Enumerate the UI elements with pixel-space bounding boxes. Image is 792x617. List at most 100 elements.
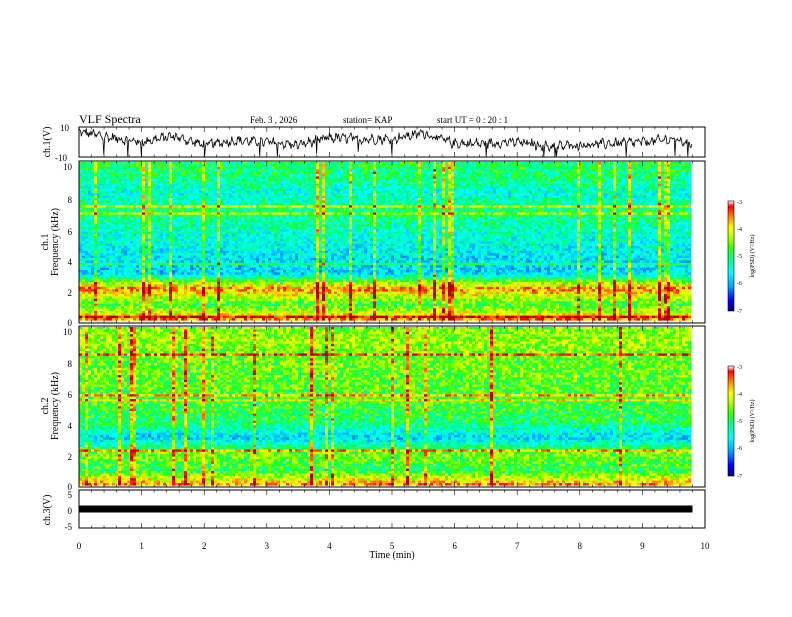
spectrogram-cell xyxy=(310,179,313,182)
spectrogram-cell xyxy=(244,172,247,175)
spectrogram-cell xyxy=(130,172,133,175)
spectrogram-cell xyxy=(685,167,688,170)
spectrogram-cell xyxy=(547,169,550,172)
spectrogram-cell xyxy=(256,167,259,170)
spectrogram-cell xyxy=(196,162,199,165)
spectrogram-cell xyxy=(184,179,187,182)
spectrogram-cell xyxy=(412,162,415,165)
spectrogram-cell xyxy=(508,164,511,167)
spectrogram-cell xyxy=(424,174,427,177)
spectrogram-cell xyxy=(337,179,340,182)
spectrogram-cell xyxy=(655,176,658,179)
spectrogram-cell xyxy=(613,176,616,179)
spectrogram-cell xyxy=(478,169,481,172)
spectrogram-cell xyxy=(610,162,613,165)
spectrogram-cell xyxy=(205,167,208,170)
spectrogram-cell xyxy=(277,174,280,177)
spectrogram-cell xyxy=(286,172,289,175)
spectrogram-cell xyxy=(154,167,157,170)
spectrogram-cell xyxy=(394,169,397,172)
spectrogram-cell xyxy=(637,176,640,179)
spectrogram-cell xyxy=(376,162,379,165)
spectrogram-cell xyxy=(673,162,676,165)
spectrogram-cell xyxy=(676,162,679,165)
spectrogram-cell xyxy=(544,162,547,165)
spectrogram-cell xyxy=(592,164,595,167)
spectrogram-cell xyxy=(529,164,532,167)
spectrogram-cell xyxy=(157,162,160,165)
spectrogram-cell xyxy=(361,164,364,167)
spectrogram-cell xyxy=(184,162,187,165)
spectrogram-cell xyxy=(682,162,685,165)
spectrogram-cell xyxy=(301,172,304,175)
spectrogram-cell xyxy=(214,176,217,179)
spectrogram-cell xyxy=(169,169,172,172)
spectrogram-cell xyxy=(565,172,568,175)
spectrogram-cell xyxy=(160,164,163,167)
spectrogram-cell xyxy=(667,169,670,172)
spectrogram-cell xyxy=(448,179,451,182)
spectrogram-cell xyxy=(286,167,289,170)
spectrogram-cell xyxy=(283,169,286,172)
spectrogram-cell xyxy=(442,169,445,172)
spectrogram-cell xyxy=(160,174,163,177)
spectrogram-cell xyxy=(676,174,679,177)
spectrogram-cell xyxy=(196,176,199,179)
spectrogram-cell xyxy=(355,169,358,172)
spectrogram-cell xyxy=(265,179,268,182)
spectrogram-cell xyxy=(469,164,472,167)
spectrogram-cell xyxy=(583,174,586,177)
spectrogram-cell xyxy=(667,176,670,179)
spectrogram-cell xyxy=(436,174,439,177)
spectrogram-cell xyxy=(583,169,586,172)
spectrogram-cell xyxy=(634,162,637,165)
spectrogram-cell xyxy=(604,162,607,165)
spectrogram-cell xyxy=(391,169,394,172)
spectrogram-cell xyxy=(637,167,640,170)
spectrogram-cell xyxy=(517,169,520,172)
spectrogram-cell xyxy=(442,162,445,165)
spectrogram-cell xyxy=(166,176,169,179)
spectrogram-cell xyxy=(331,174,334,177)
spectrogram-cell xyxy=(178,176,181,179)
spectrogram-cell xyxy=(598,167,601,170)
spectrogram-cell xyxy=(241,174,244,177)
spectrogram-cell xyxy=(445,162,448,165)
spectrogram-cell xyxy=(445,164,448,167)
spectrogram-cell xyxy=(370,176,373,179)
spectrogram-cell xyxy=(250,167,253,170)
spectrogram-cell xyxy=(556,164,559,167)
spectrogram-cell xyxy=(331,172,334,175)
spectrogram-cell xyxy=(388,169,391,172)
spectrogram-cell xyxy=(376,176,379,179)
spectrogram-cell xyxy=(436,179,439,182)
spectrogram-cell xyxy=(493,162,496,165)
spectrogram-cell xyxy=(334,179,337,182)
spectrogram-cell xyxy=(511,167,514,170)
spectrogram-cell xyxy=(619,167,622,170)
spectrogram-cell xyxy=(142,174,145,177)
spectrogram-cell xyxy=(658,174,661,177)
spectrogram-cell xyxy=(142,162,145,165)
spectrogram-cell xyxy=(127,172,130,175)
spectrogram-cell xyxy=(112,169,115,172)
spectrogram-cell xyxy=(499,169,502,172)
spectrogram-cell xyxy=(349,164,352,167)
spectrogram-cell xyxy=(430,176,433,179)
spectrogram-cell xyxy=(592,169,595,172)
spectrogram-cell xyxy=(115,179,118,182)
spectrogram-cell xyxy=(433,172,436,175)
spectrogram-cell xyxy=(436,172,439,175)
spectrogram-cell xyxy=(427,179,430,182)
spectrogram-cell xyxy=(400,172,403,175)
spectrogram-cell xyxy=(223,172,226,175)
spectrogram-cell xyxy=(136,174,139,177)
spectrogram-cell xyxy=(481,164,484,167)
spectrogram-cell xyxy=(157,174,160,177)
spectrogram-cell xyxy=(589,169,592,172)
spectrogram-cell xyxy=(301,176,304,179)
spectrogram-cell xyxy=(133,179,136,182)
spectrogram-cell xyxy=(601,174,604,177)
spectrogram-cell xyxy=(211,164,214,167)
spectrogram-cell xyxy=(343,162,346,165)
